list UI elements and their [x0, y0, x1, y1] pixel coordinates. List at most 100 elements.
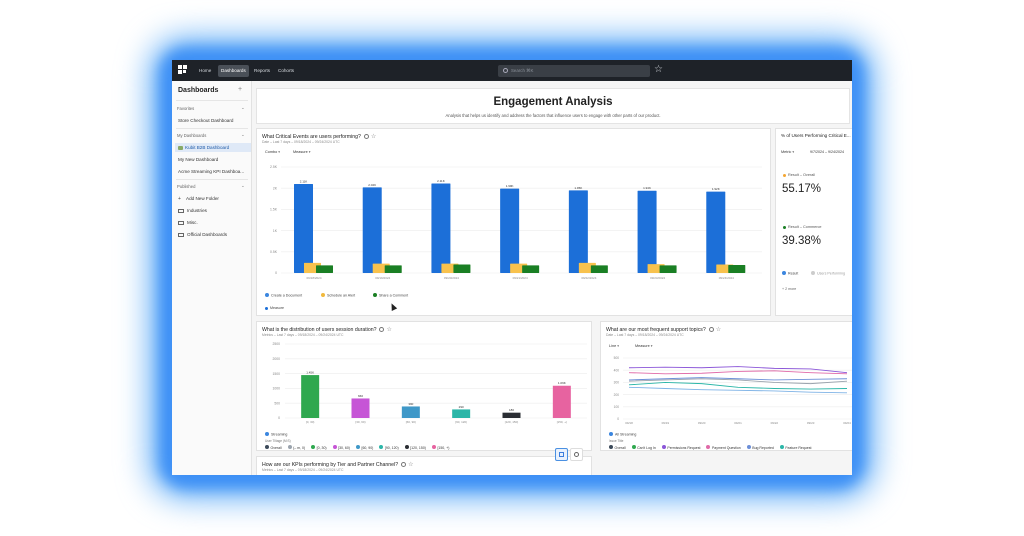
legend-item[interactable]: Permissions Request	[661, 445, 701, 450]
measure-dropdown[interactable]: Measure▾	[635, 344, 652, 348]
star-icon[interactable]: ☆	[386, 327, 392, 333]
chevron-down-icon: ▾	[308, 150, 311, 154]
info-icon[interactable]	[401, 461, 407, 467]
metric-dropdown[interactable]: Metric▾	[781, 150, 794, 154]
schedule-alert-button[interactable]: Schedule an Alert	[321, 293, 355, 298]
legend-item[interactable]: Bug Reported	[746, 445, 774, 450]
result-button[interactable]: Result	[782, 271, 798, 276]
app-logo-icon[interactable]	[178, 65, 188, 75]
star-icon[interactable]: ☆	[408, 462, 414, 468]
share-comment-button[interactable]: Share a Comment	[373, 293, 408, 298]
star-icon[interactable]: ☆	[715, 327, 722, 333]
data-label: 2.11K	[437, 179, 445, 183]
legend-label: (– m, 0)	[293, 445, 306, 450]
search-icon	[503, 68, 508, 73]
legend-swatch	[404, 445, 409, 449]
chart-bar	[590, 265, 608, 273]
info-icon[interactable]	[708, 326, 714, 332]
sidebar-section-published[interactable]: Published	[177, 184, 196, 189]
sidebar-item[interactable]: My New Dashboard	[178, 157, 219, 162]
legend-item[interactable]: Overall	[265, 445, 282, 450]
info-icon[interactable]	[363, 133, 369, 139]
card-title[interactable]: % of Users Performing Critical E...	[781, 133, 851, 138]
date-range-picker[interactable]: 9/7/2024 – 9/24/2024	[810, 150, 844, 154]
chart-type-dropdown[interactable]: Combo▾	[265, 150, 280, 154]
chart-type-dropdown[interactable]: Line▾	[609, 344, 619, 348]
sidebar-item-folder[interactable]: Official Dashboards	[178, 232, 227, 237]
legend-item[interactable]: [120, 150)	[404, 445, 426, 450]
legend-label: Permissions Request	[667, 445, 701, 450]
chart-bar	[500, 188, 520, 273]
legend-item[interactable]: [150, +)	[431, 445, 449, 450]
y-tick-label: 0	[275, 271, 277, 275]
legend-item[interactable]: [0, 30)	[311, 445, 327, 450]
legend-measure[interactable]: Measure	[265, 306, 284, 310]
chart-bar	[384, 265, 402, 273]
nav-home[interactable]: Home	[199, 68, 212, 73]
card-title[interactable]: How are our KPIs performing by Tier and …	[262, 461, 414, 468]
kpi-card: % of Users Performing Critical E... Metr…	[775, 128, 852, 316]
sidebar-item-label: Official Dashboards	[187, 232, 228, 237]
sidebar-section-favorites[interactable]: Favorites	[177, 106, 195, 111]
sidebar: Dashboards + Favorites ⌄ Store Checkout …	[172, 81, 252, 475]
legend-item[interactable]: Overall	[609, 445, 626, 450]
annotation-label: Share a Comment	[379, 293, 409, 298]
info-icon[interactable]	[379, 326, 385, 332]
topic-legend: Overall Can't Log In Permissions Request Pa…	[609, 445, 817, 450]
legend-all-streaming[interactable]: All Streaming	[609, 432, 636, 437]
legend-item[interactable]: Payment Question	[706, 445, 741, 450]
legend-title: User Tiltage (M:S)	[265, 439, 291, 443]
kpi-label-text: Result – Overall	[788, 173, 816, 177]
chevron-down-icon[interactable]: ⌄	[241, 183, 245, 188]
sidebar-item-folder[interactable]: Industries	[178, 208, 207, 213]
sidebar-item-folder[interactable]: Misc.	[178, 220, 198, 225]
select-tool-button[interactable]	[555, 448, 568, 461]
nav-dashboards[interactable]: Dashboards	[218, 65, 249, 77]
document-icon	[265, 293, 269, 297]
chevron-down-icon[interactable]: ⌄	[241, 105, 245, 110]
card-title[interactable]: What Critical Events are users performin…	[262, 133, 376, 140]
data-label: 390	[408, 402, 413, 406]
sidebar-item-add-folder[interactable]: + Add New Folder	[178, 196, 219, 202]
sidebar-section-my-dashboards[interactable]: My Dashboards	[177, 133, 207, 138]
x-tick-label: 09/23	[807, 421, 815, 425]
card-title[interactable]: What are our most frequent support topic…	[606, 326, 721, 333]
more-link[interactable]: + 2 more	[782, 287, 797, 291]
data-label: 1.94K	[643, 186, 651, 190]
legend-item[interactable]: [90, 120)	[379, 445, 399, 450]
legend-label: [90, 120)	[384, 445, 399, 450]
legend-item[interactable]: (– m, 0)	[287, 445, 306, 450]
legend-item[interactable]: [30, 60)	[332, 445, 350, 450]
chevron-down-icon: ▾	[278, 150, 280, 154]
chart-bar	[401, 406, 420, 418]
nav-reports[interactable]: Reports	[254, 68, 271, 73]
users-performing-button[interactable]: Users Performing	[811, 271, 845, 276]
nav-cohorts[interactable]: Cohorts	[278, 68, 295, 73]
dropdown-value: Metric	[781, 150, 792, 154]
legend-item[interactable]: Can't Log In	[631, 445, 656, 450]
star-icon[interactable]: ☆	[370, 134, 377, 140]
sidebar-item-active[interactable]: Kubit B2B Dashboard	[175, 143, 251, 152]
measure-dropdown[interactable]: Measure▾	[293, 150, 310, 154]
y-tick-label: 200	[614, 393, 620, 397]
chevron-down-icon[interactable]: ⌄	[241, 132, 245, 137]
sidebar-item-favorite[interactable]: Store Checkout Dashboard	[178, 118, 234, 123]
card-title[interactable]: What is the distribution of users sessio…	[262, 326, 392, 333]
x-tick-label: 09/20	[698, 421, 706, 425]
app-window: Home Dashboards Reports Cohorts Search ⌘…	[172, 60, 852, 475]
legend-item[interactable]: Feature Request	[779, 445, 811, 450]
search-input[interactable]: Search ⌘K	[498, 65, 650, 77]
data-label: 1.95K	[574, 186, 582, 190]
create-document-button[interactable]: Create a Document	[265, 293, 302, 298]
comment-tool-button[interactable]	[570, 448, 583, 461]
legend-streaming[interactable]: Streaming	[265, 432, 287, 437]
legend-title: Issue Title	[609, 439, 624, 443]
add-dashboard-button[interactable]: +	[238, 86, 243, 93]
x-tick-label: [60, 90)	[406, 420, 416, 424]
data-label: 1.09K	[558, 381, 566, 385]
legend-swatch	[311, 445, 316, 449]
x-tick-label: 09/24	[843, 421, 851, 425]
star-icon[interactable]: ☆	[654, 64, 663, 75]
sidebar-item[interactable]: Acme Streaming KPI Dashboa...	[178, 169, 245, 174]
legend-item[interactable]: [60, 90)	[355, 445, 373, 450]
